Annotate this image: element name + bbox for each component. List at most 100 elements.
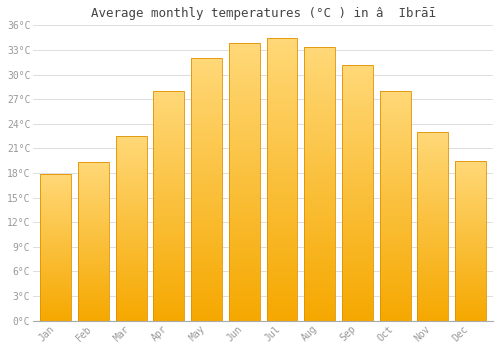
Bar — [116, 197, 146, 199]
Bar — [191, 158, 222, 161]
Bar — [191, 203, 222, 205]
Bar — [78, 260, 109, 262]
Bar — [78, 209, 109, 211]
Bar — [455, 263, 486, 265]
Bar — [40, 200, 72, 202]
Bar — [342, 216, 373, 218]
Bar — [455, 166, 486, 167]
Bar — [229, 152, 260, 154]
Bar — [116, 171, 146, 173]
Bar — [342, 126, 373, 129]
Bar — [455, 316, 486, 317]
Bar — [154, 304, 184, 307]
Bar — [40, 286, 72, 287]
Bar — [78, 212, 109, 214]
Bar — [380, 112, 410, 114]
Bar — [342, 211, 373, 213]
Bar — [229, 52, 260, 55]
Bar — [78, 273, 109, 274]
Bar — [266, 309, 298, 312]
Bar — [40, 288, 72, 290]
Bar — [116, 180, 146, 182]
Bar — [154, 146, 184, 148]
Bar — [78, 274, 109, 276]
Bar — [116, 293, 146, 295]
Bar — [191, 184, 222, 187]
Bar — [40, 252, 72, 253]
Bar — [342, 77, 373, 80]
Bar — [154, 137, 184, 139]
Bar — [78, 220, 109, 222]
Bar — [342, 100, 373, 103]
Bar — [304, 307, 335, 310]
Bar — [266, 132, 298, 134]
Bar — [380, 298, 410, 300]
Bar — [380, 233, 410, 236]
Bar — [380, 194, 410, 197]
Bar — [191, 145, 222, 147]
Bar — [191, 224, 222, 226]
Bar — [266, 61, 298, 64]
Bar — [191, 221, 222, 224]
Bar — [40, 227, 72, 228]
Bar — [191, 174, 222, 176]
Bar — [266, 273, 298, 275]
Bar — [229, 140, 260, 143]
Bar — [342, 306, 373, 308]
Bar — [154, 169, 184, 171]
Bar — [380, 222, 410, 224]
Bar — [266, 225, 298, 228]
Bar — [455, 260, 486, 261]
Bar — [154, 210, 184, 213]
Bar — [229, 143, 260, 146]
Bar — [229, 63, 260, 65]
Bar — [380, 215, 410, 217]
Bar — [229, 204, 260, 207]
Bar — [116, 219, 146, 221]
Bar — [455, 273, 486, 274]
Bar — [418, 262, 448, 264]
Bar — [266, 261, 298, 264]
Bar — [304, 107, 335, 110]
Bar — [154, 141, 184, 144]
Bar — [40, 189, 72, 190]
Bar — [304, 205, 335, 208]
Bar — [342, 139, 373, 141]
Bar — [191, 213, 222, 216]
Bar — [266, 120, 298, 123]
Bar — [40, 199, 72, 200]
Bar — [191, 234, 222, 237]
Bar — [229, 168, 260, 171]
Bar — [342, 159, 373, 162]
Bar — [304, 58, 335, 60]
Bar — [266, 166, 298, 168]
Bar — [380, 257, 410, 259]
Bar — [191, 200, 222, 203]
Bar — [191, 294, 222, 297]
Bar — [229, 163, 260, 166]
Bar — [78, 203, 109, 204]
Bar — [229, 121, 260, 124]
Bar — [154, 183, 184, 185]
Bar — [455, 218, 486, 220]
Bar — [266, 140, 298, 143]
Bar — [116, 166, 146, 167]
Bar — [380, 238, 410, 240]
Bar — [304, 96, 335, 99]
Bar — [418, 249, 448, 251]
Bar — [380, 270, 410, 273]
Bar — [40, 212, 72, 214]
Bar — [418, 132, 448, 321]
Bar — [78, 239, 109, 241]
Bar — [40, 297, 72, 299]
Bar — [455, 317, 486, 319]
Bar — [116, 260, 146, 262]
Bar — [154, 100, 184, 103]
Bar — [154, 273, 184, 275]
Bar — [191, 210, 222, 213]
Bar — [342, 257, 373, 259]
Bar — [40, 264, 72, 265]
Bar — [191, 66, 222, 69]
Bar — [116, 136, 146, 321]
Bar — [116, 265, 146, 267]
